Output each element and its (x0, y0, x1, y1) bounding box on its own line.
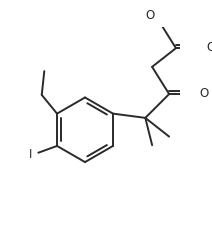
Text: O: O (206, 41, 212, 54)
Text: I: I (29, 148, 32, 161)
Text: O: O (146, 9, 155, 22)
Text: O: O (199, 87, 209, 100)
